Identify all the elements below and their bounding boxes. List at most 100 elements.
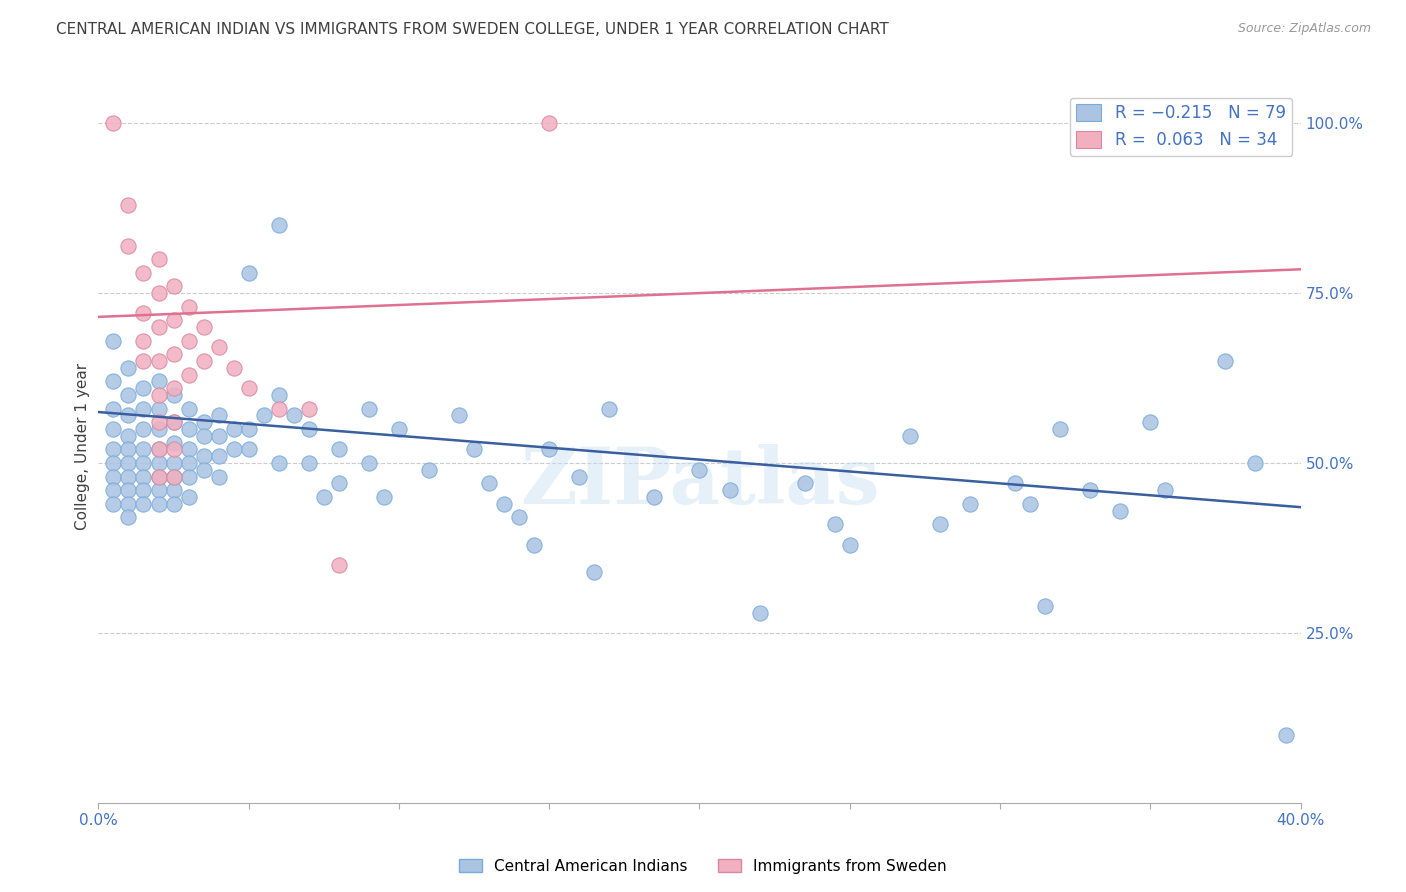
Point bbox=[357, 456, 380, 470]
Point bbox=[208, 449, 231, 463]
Point bbox=[162, 279, 184, 293]
Point bbox=[177, 334, 200, 348]
Point bbox=[193, 429, 215, 443]
Point bbox=[132, 401, 155, 416]
Point bbox=[538, 116, 561, 130]
Point bbox=[132, 354, 155, 368]
Point bbox=[208, 429, 231, 443]
Point bbox=[148, 401, 170, 416]
Point bbox=[238, 381, 260, 395]
Point bbox=[117, 238, 139, 252]
Point bbox=[117, 497, 139, 511]
Text: ZIPatlas: ZIPatlas bbox=[520, 443, 879, 520]
Point bbox=[222, 360, 245, 375]
Point bbox=[132, 483, 155, 498]
Point bbox=[148, 442, 170, 457]
Point bbox=[478, 476, 501, 491]
Point bbox=[177, 422, 200, 436]
Point bbox=[959, 497, 981, 511]
Point bbox=[103, 483, 125, 498]
Point bbox=[132, 266, 155, 280]
Point bbox=[298, 422, 321, 436]
Point bbox=[222, 442, 245, 457]
Point bbox=[117, 469, 139, 483]
Point bbox=[193, 415, 215, 429]
Point bbox=[1109, 503, 1132, 517]
Point bbox=[148, 442, 170, 457]
Y-axis label: College, Under 1 year: College, Under 1 year bbox=[75, 362, 90, 530]
Point bbox=[132, 422, 155, 436]
Point bbox=[117, 483, 139, 498]
Point bbox=[1033, 599, 1056, 613]
Point bbox=[162, 388, 184, 402]
Point bbox=[1019, 497, 1042, 511]
Point bbox=[193, 463, 215, 477]
Point bbox=[298, 456, 321, 470]
Point bbox=[162, 469, 184, 483]
Point bbox=[103, 401, 125, 416]
Point bbox=[267, 218, 290, 232]
Point bbox=[1004, 476, 1026, 491]
Point bbox=[148, 469, 170, 483]
Point bbox=[793, 476, 815, 491]
Point bbox=[177, 300, 200, 314]
Point bbox=[208, 409, 231, 423]
Point bbox=[103, 469, 125, 483]
Point bbox=[148, 497, 170, 511]
Point bbox=[283, 409, 305, 423]
Point bbox=[568, 469, 591, 483]
Point bbox=[177, 469, 200, 483]
Point bbox=[238, 266, 260, 280]
Point bbox=[253, 409, 276, 423]
Point bbox=[117, 388, 139, 402]
Point bbox=[583, 565, 606, 579]
Point bbox=[298, 401, 321, 416]
Point bbox=[162, 313, 184, 327]
Point bbox=[117, 429, 139, 443]
Point bbox=[148, 388, 170, 402]
Point bbox=[103, 456, 125, 470]
Point bbox=[103, 334, 125, 348]
Point bbox=[132, 456, 155, 470]
Point bbox=[508, 510, 530, 524]
Point bbox=[148, 483, 170, 498]
Point bbox=[898, 429, 921, 443]
Text: CENTRAL AMERICAN INDIAN VS IMMIGRANTS FROM SWEDEN COLLEGE, UNDER 1 YEAR CORRELAT: CENTRAL AMERICAN INDIAN VS IMMIGRANTS FR… bbox=[56, 22, 889, 37]
Point bbox=[1274, 728, 1296, 742]
Point bbox=[132, 497, 155, 511]
Point bbox=[238, 442, 260, 457]
Point bbox=[103, 375, 125, 389]
Point bbox=[162, 442, 184, 457]
Point bbox=[148, 354, 170, 368]
Point bbox=[162, 415, 184, 429]
Point bbox=[162, 415, 184, 429]
Point bbox=[388, 422, 411, 436]
Legend: Central American Indians, Immigrants from Sweden: Central American Indians, Immigrants fro… bbox=[453, 853, 953, 880]
Point bbox=[117, 456, 139, 470]
Point bbox=[463, 442, 485, 457]
Point bbox=[1215, 354, 1237, 368]
Point bbox=[103, 422, 125, 436]
Point bbox=[1244, 456, 1267, 470]
Point bbox=[748, 606, 770, 620]
Point bbox=[132, 442, 155, 457]
Point bbox=[132, 381, 155, 395]
Point bbox=[193, 449, 215, 463]
Point bbox=[328, 476, 350, 491]
Point bbox=[148, 286, 170, 301]
Point bbox=[267, 388, 290, 402]
Point bbox=[117, 198, 139, 212]
Point bbox=[222, 422, 245, 436]
Point bbox=[162, 347, 184, 361]
Point bbox=[162, 381, 184, 395]
Point bbox=[148, 375, 170, 389]
Point bbox=[148, 469, 170, 483]
Point bbox=[103, 497, 125, 511]
Point bbox=[103, 116, 125, 130]
Point bbox=[177, 442, 200, 457]
Point bbox=[1078, 483, 1101, 498]
Point bbox=[177, 401, 200, 416]
Legend: R = −0.215   N = 79, R =  0.063   N = 34: R = −0.215 N = 79, R = 0.063 N = 34 bbox=[1070, 97, 1292, 155]
Point bbox=[494, 497, 516, 511]
Point bbox=[193, 354, 215, 368]
